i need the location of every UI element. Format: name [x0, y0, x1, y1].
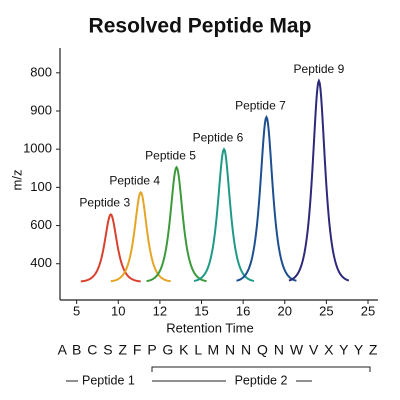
peak	[110, 190, 171, 283]
peak-label: Peptide 7	[235, 98, 286, 112]
y-tick-label: 1000	[23, 141, 52, 156]
peak-label: Peptide 9	[294, 62, 345, 76]
peak-label: Peptide 6	[193, 130, 244, 144]
bracket	[151, 366, 371, 372]
y-axis-label: m/z	[9, 170, 24, 191]
sequence: A B C S Z F P G K L M N N Q N W V X Y Y …	[58, 342, 379, 358]
peak	[288, 78, 350, 282]
x-axis-label: Retention Time	[166, 320, 253, 335]
y-tick-label: 600	[30, 217, 52, 232]
peak	[236, 114, 297, 282]
x-tick-label: 25	[361, 303, 375, 318]
x-tick-label: 12	[153, 303, 167, 318]
peak-label: Peptide 3	[79, 196, 130, 210]
chart-title: Resolved Peptide Map	[89, 15, 312, 38]
peak-label: Peptide 4	[109, 173, 160, 187]
x-tick-label: 5	[73, 303, 80, 318]
peak	[146, 165, 207, 283]
x-tick-label: 20	[278, 303, 292, 318]
y-tick-label: 800	[30, 64, 52, 79]
y-tick-label: 400	[30, 255, 52, 270]
y-tick-label: 100	[30, 179, 52, 194]
peak	[193, 147, 255, 282]
x-tick-label: 25	[319, 303, 333, 318]
segment-label: Peptide 2	[235, 373, 288, 387]
x-tick-label: 16	[236, 303, 250, 318]
x-tick-label: 10	[111, 303, 125, 318]
segment-label: Peptide 1	[82, 373, 135, 387]
peak	[80, 213, 141, 283]
peak-label: Peptide 5	[145, 148, 196, 162]
x-tick-label: 15	[194, 303, 208, 318]
y-tick-label: 900	[30, 102, 52, 117]
